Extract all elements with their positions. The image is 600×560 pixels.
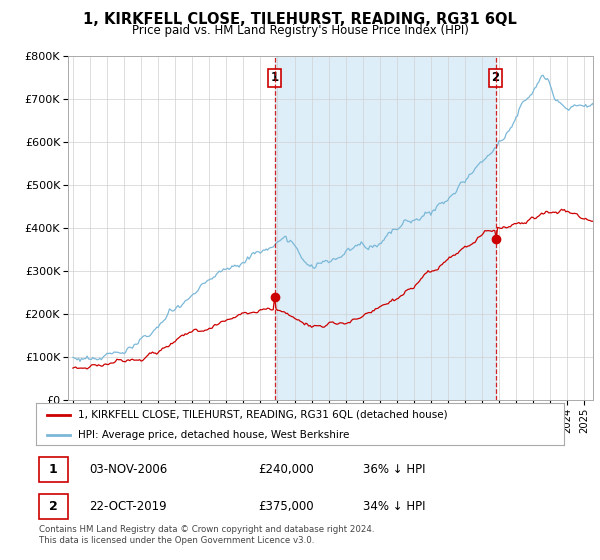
Text: 34% ↓ HPI: 34% ↓ HPI [364, 500, 426, 513]
Bar [275, 56, 496, 400]
Text: 22-OCT-2019: 22-OCT-2019 [89, 500, 166, 513]
Text: Contains HM Land Registry data © Crown copyright and database right 2024.
This d: Contains HM Land Registry data © Crown c… [39, 525, 374, 545]
Bar [38, 457, 68, 482]
Text: 36% ↓ HPI: 36% ↓ HPI [364, 463, 426, 476]
Text: Price paid vs. HM Land Registry's House Price Index (HPI): Price paid vs. HM Land Registry's House … [131, 24, 469, 37]
Bar [38, 494, 68, 519]
Text: £240,000: £240,000 [258, 463, 314, 476]
Text: HPI: Average price, detached house, West Berkshire: HPI: Average price, detached house, West… [78, 430, 350, 440]
Text: 2: 2 [49, 500, 58, 513]
Text: 1: 1 [271, 72, 278, 85]
Text: 1: 1 [49, 463, 58, 476]
Text: £375,000: £375,000 [258, 500, 313, 513]
Text: 1, KIRKFELL CLOSE, TILEHURST, READING, RG31 6QL (detached house): 1, KIRKFELL CLOSE, TILEHURST, READING, R… [78, 410, 448, 420]
Text: 03-NOV-2006: 03-NOV-2006 [89, 463, 167, 476]
Text: 2: 2 [491, 72, 500, 85]
Text: 1, KIRKFELL CLOSE, TILEHURST, READING, RG31 6QL: 1, KIRKFELL CLOSE, TILEHURST, READING, R… [83, 12, 517, 27]
